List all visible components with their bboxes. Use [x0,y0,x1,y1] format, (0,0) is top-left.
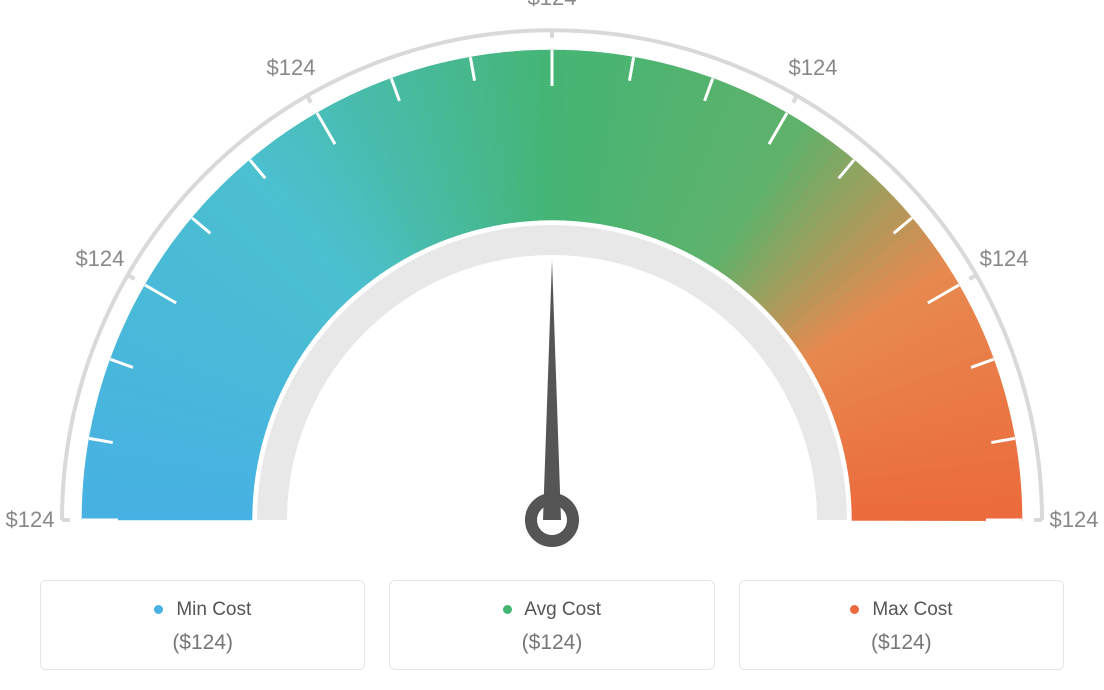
gauge-tick-label: $124 [6,507,55,533]
chart-container: $124 $124 $124 $124 $124 $124 $124 Min Cost ($… [0,0,1104,690]
min-cost-dot [154,605,163,614]
gauge-tick-label: $124 [267,55,316,81]
max-cost-title: Max Cost [750,599,1053,621]
avg-cost-card: Avg Cost ($124) [389,580,714,670]
avg-cost-label: Avg Cost [524,599,601,620]
gauge-chart: $124 $124 $124 $124 $124 $124 $124 [0,0,1104,560]
min-cost-title: Min Cost [51,599,354,621]
summary-cards: Min Cost ($124) Avg Cost ($124) Max Cost… [40,580,1064,670]
max-cost-card: Max Cost ($124) [739,580,1064,670]
gauge-svg [0,0,1104,560]
max-cost-dot [850,605,859,614]
gauge-tick-label: $124 [980,246,1029,272]
avg-cost-value: ($124) [400,631,703,655]
gauge-tick-label: $124 [789,55,838,81]
avg-cost-dot [503,605,512,614]
gauge-tick-label: $124 [75,246,124,272]
min-cost-card: Min Cost ($124) [40,580,365,670]
max-cost-label: Max Cost [872,599,952,620]
min-cost-value: ($124) [51,631,354,655]
gauge-tick-label: $124 [1050,507,1099,533]
min-cost-label: Min Cost [176,599,251,620]
avg-cost-title: Avg Cost [400,599,703,621]
max-cost-value: ($124) [750,631,1053,655]
gauge-tick-label: $124 [528,0,577,11]
